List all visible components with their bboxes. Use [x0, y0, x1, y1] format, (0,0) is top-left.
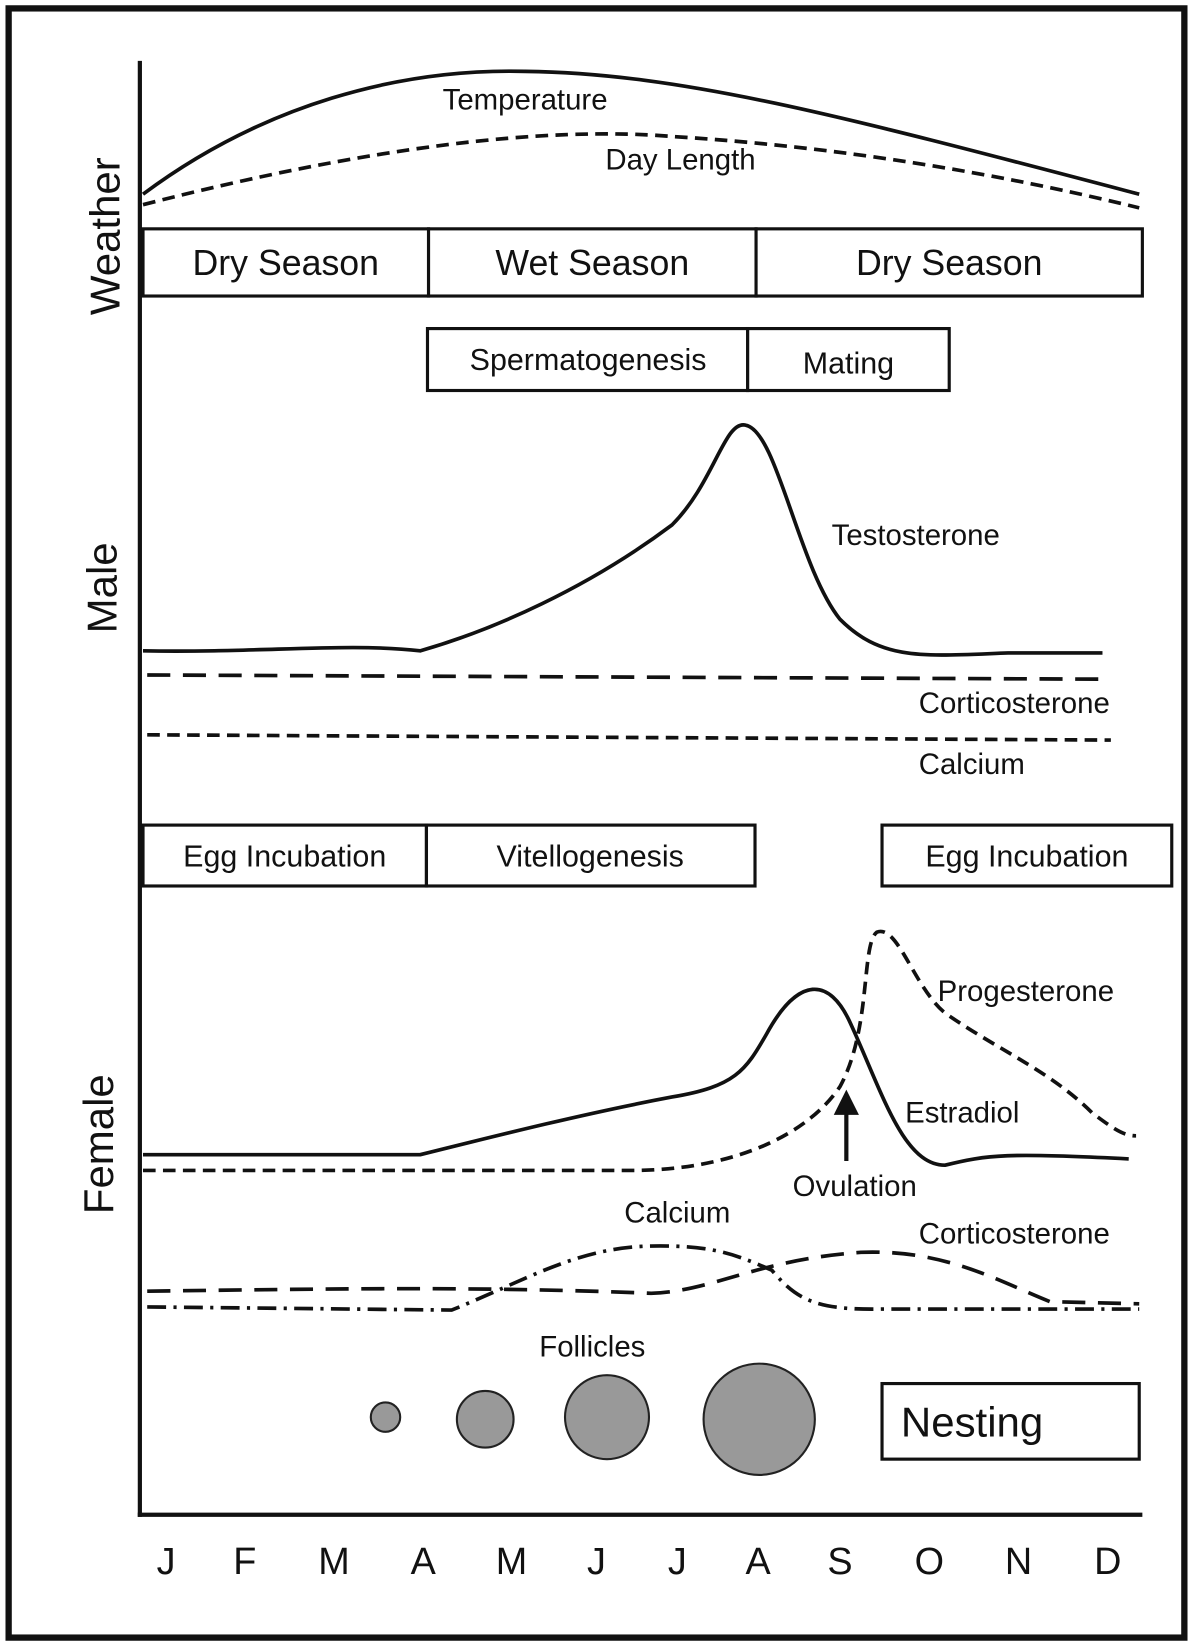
month-label: J: [157, 1541, 176, 1583]
month-label: M: [318, 1541, 349, 1583]
curve-label: Day Length: [605, 143, 755, 176]
month-label: F: [233, 1541, 256, 1583]
corticosterone-curve: [147, 1250, 1140, 1306]
follicle: [455, 1389, 515, 1449]
month-label: A: [411, 1541, 437, 1583]
section-label: Female: [75, 1074, 122, 1214]
corticosterone-line: [147, 673, 1108, 682]
curve-label: Corticosterone: [919, 1217, 1110, 1250]
calcium-line: [147, 732, 1111, 742]
month-label: O: [915, 1541, 944, 1583]
month-label: J: [587, 1541, 606, 1583]
follicle: [702, 1362, 816, 1476]
curve-label: Calcium: [919, 748, 1025, 781]
nesting-box: [880, 1381, 1141, 1461]
month-label: S: [827, 1541, 852, 1583]
season-label: Wet Season: [495, 243, 689, 283]
curve-label: Temperature: [443, 84, 608, 117]
curve-label: Calcium: [624, 1196, 730, 1229]
phase-box: [425, 326, 750, 393]
follicle: [563, 1374, 651, 1461]
month-label: J: [668, 1541, 687, 1583]
follicles-label: Follicles: [539, 1331, 645, 1364]
curve-label: Progesterone: [938, 975, 1114, 1008]
month-label: N: [1005, 1541, 1032, 1583]
testosterone-curve: [142, 423, 1103, 657]
temperature-curve: [141, 69, 1140, 196]
phase-box: [424, 823, 757, 888]
phase-label: Vitellogenesis: [497, 840, 684, 874]
month-label: M: [496, 1541, 527, 1583]
phase-label: Spermatogenesis: [470, 343, 707, 377]
curve-label: Estradiol: [905, 1097, 1019, 1130]
season-box: [426, 227, 758, 298]
season-label: Dry Season: [856, 243, 1042, 283]
section-label: Weather: [81, 157, 128, 315]
phase-label: Egg Incubation: [183, 840, 386, 874]
progesterone-curve: [143, 929, 1137, 1173]
phase-label: Mating: [803, 346, 894, 380]
annotation: Ovulation: [793, 1170, 917, 1203]
follicle: [369, 1401, 402, 1433]
season-box: [754, 227, 1144, 298]
phase-label: Egg Incubation: [925, 840, 1128, 874]
phase-box: [141, 823, 429, 888]
phase-box: [880, 823, 1174, 888]
curve-label: Testosterone: [832, 519, 1000, 552]
day-length-curve: [142, 132, 1140, 210]
phase-box: [746, 326, 951, 393]
season-label: Dry Season: [193, 243, 379, 283]
arrow-head: [833, 1089, 859, 1115]
section-label: Male: [78, 542, 125, 633]
month-label: A: [746, 1541, 772, 1583]
nesting-label: Nesting: [901, 1399, 1043, 1446]
month-label: D: [1094, 1541, 1121, 1583]
estradiol-curve: [143, 987, 1129, 1168]
curve-label: Corticosterone: [919, 687, 1110, 720]
